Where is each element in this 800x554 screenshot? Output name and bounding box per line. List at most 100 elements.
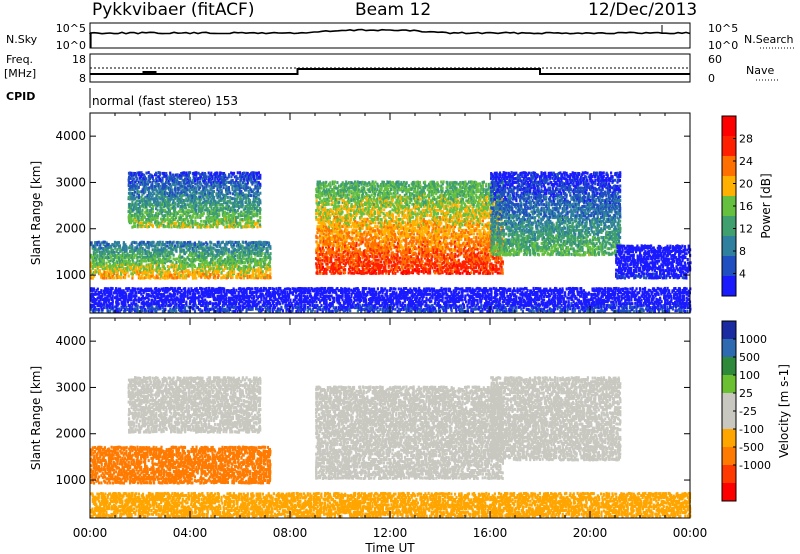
echo-cell [250,244,253,248]
echo-cell [102,253,105,257]
echo-cell [137,173,141,177]
echo-cell [190,252,193,256]
echo-cell [191,220,194,223]
echo-cell [142,265,145,269]
echo-cell [221,263,224,266]
echo-cell [195,248,198,252]
echo-cell [157,175,160,179]
echo-cell [261,251,264,255]
echo-cell [250,266,253,270]
echo-cell [136,246,139,250]
echo-cell [146,246,149,250]
echo-cell [147,255,151,259]
echo-cell [166,195,169,199]
echo-cell [120,255,123,259]
echo-cell [321,265,324,269]
echo-cell [100,252,103,256]
echo-cell [170,175,173,179]
echo-cell [147,225,151,228]
beam-title: Beam 12 [355,0,431,20]
echo-cell [175,216,178,220]
echo-cell [141,258,144,262]
echo-cell [159,250,162,254]
echo-cell [109,250,112,254]
echo-cell [211,259,214,263]
echo-cell [212,268,215,272]
echo-cell [214,269,217,273]
echo-cell [267,268,270,272]
echo-cell [174,244,177,248]
echo-cell [176,211,179,215]
echo-cell [132,267,135,270]
echo-cell [185,274,188,277]
echo-cell [122,243,125,246]
echo-cell [141,193,144,197]
echo-cell [247,254,250,258]
echo-cell [128,202,131,206]
echo-cell [259,182,262,186]
echo-cell [246,171,249,175]
echo-cell [125,261,128,265]
echo-cell [124,272,127,276]
echo-cell [187,271,190,274]
echo-region-0 [90,240,272,280]
echo-cell [222,269,225,272]
echo-cell [156,216,159,220]
echo-cell [155,201,158,204]
echo-cell [98,272,102,276]
echo-cell [139,199,142,203]
echo-cell [132,261,135,265]
echo-cell [181,255,184,259]
echo-cell [106,253,109,257]
echo-cell [213,261,216,265]
echo-cell [141,240,144,244]
echo-cell [186,184,189,188]
echo-cell [269,252,272,256]
echo-cell [150,266,153,270]
echo-cell [240,184,243,188]
echo-cell [185,171,188,175]
echo-cell [371,217,374,221]
echo-cell [133,218,136,222]
echo-cell [255,270,258,274]
echo-cell [161,195,164,199]
echo-cell [230,255,233,259]
echo-cell [190,242,193,246]
echo-cell [140,274,143,278]
echo-cell [378,193,381,197]
echo-cell [185,223,188,227]
echo-cell [155,171,158,175]
echo-cell [155,184,158,188]
echo-cell [179,274,182,278]
echo-cell [203,252,207,256]
echo-cell [231,263,234,267]
echo-cell [166,215,169,219]
echo-cell [185,175,188,179]
echo-cell [134,201,137,205]
echo-cell [250,276,253,280]
echo-cell [206,275,209,279]
echo-cell [116,263,119,267]
echo-cell [193,257,197,261]
echo-cell [166,192,169,196]
echo-cell [155,173,158,177]
echo-cell [182,267,186,271]
echo-cell [136,171,139,175]
echo-cell [178,199,181,203]
echo-cell [211,255,214,259]
echo-cell [245,240,248,244]
nsearch-tick-low: 10^0 [708,39,738,52]
echo-cell [269,272,272,276]
echo-cell [131,272,134,276]
echo-cell [374,255,377,259]
echo-cell [222,186,225,190]
echo-cell [184,173,187,177]
echo-cell [222,252,226,256]
echo-cell [119,265,122,269]
echo-cell [215,248,218,252]
echo-cell [159,210,162,214]
echo-cell [129,193,132,197]
echo-cell [227,186,230,189]
echo-cell [154,246,157,250]
echo-cell [227,270,230,274]
